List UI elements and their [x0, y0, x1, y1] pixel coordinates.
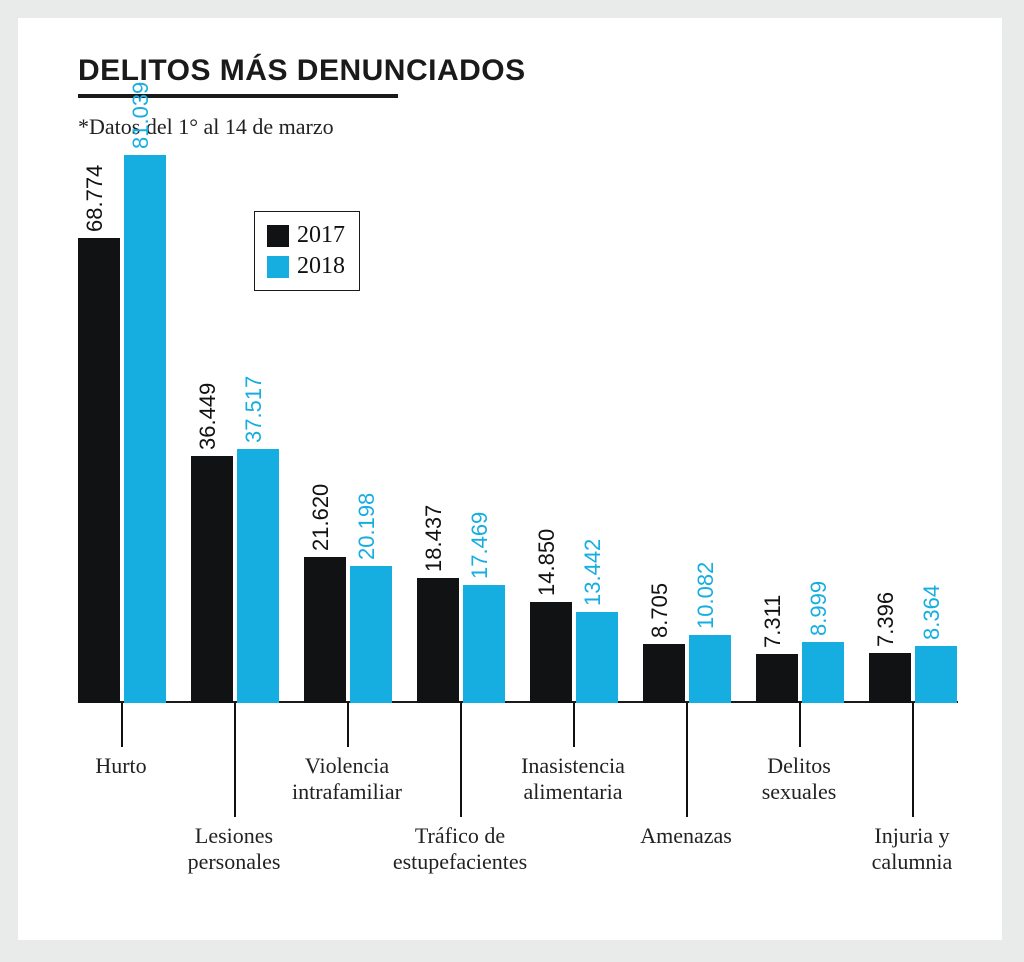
value-label-2018: 37.517: [241, 376, 267, 443]
leader-line: [686, 703, 688, 817]
leader-line: [460, 703, 462, 817]
value-label-2017: 7.311: [760, 595, 786, 648]
value-label-2018: 17.469: [467, 512, 493, 579]
bar-2017: [191, 456, 233, 703]
leader-line: [799, 703, 801, 747]
bar-2018: [915, 646, 957, 703]
bar-2017: [643, 644, 685, 703]
bar-2017: [530, 602, 572, 703]
title-underline: [78, 94, 398, 98]
bar-2018: [689, 635, 731, 703]
bar-2017: [417, 578, 459, 703]
value-label-2018: 10.082: [693, 562, 719, 629]
bar-2018: [350, 566, 392, 703]
plot-area: 68.77481.039Hurto36.44937.517Lesiones pe…: [78, 148, 958, 703]
bar-2018: [576, 612, 618, 703]
category-label: Injuria y calumnia: [827, 823, 997, 875]
value-label-2017: 14.850: [534, 529, 560, 596]
value-label-2018: 20.198: [354, 493, 380, 560]
value-label-2017: 68.774: [82, 165, 108, 232]
value-label-2018: 13.442: [580, 539, 606, 606]
leader-line: [234, 703, 236, 817]
leader-line: [121, 703, 123, 747]
value-label-2017: 7.396: [873, 592, 899, 647]
value-label-2018: 8.364: [919, 585, 945, 640]
category-label: Delitos sexuales: [714, 753, 884, 805]
category-label: Lesiones personales: [149, 823, 319, 875]
chart-subtitle: *Datos del 1° al 14 de marzo: [78, 114, 334, 140]
leader-line: [912, 703, 914, 817]
leader-line: [347, 703, 349, 747]
category-label: Hurto: [36, 753, 206, 779]
bar-2017: [756, 654, 798, 703]
chart-card: DELITOS MÁS DENUNCIADOS *Datos del 1° al…: [18, 18, 1002, 940]
value-label-2017: 36.449: [195, 383, 221, 450]
category-label: Tráfico de estupefacientes: [375, 823, 545, 875]
value-label-2017: 18.437: [421, 505, 447, 572]
value-label-2018: 8.999: [806, 581, 832, 636]
value-label-2017: 8.705: [647, 583, 673, 638]
category-label: Amenazas: [601, 823, 771, 849]
bar-2018: [124, 155, 166, 703]
category-label: Inasistencia alimentaria: [488, 753, 658, 805]
bar-2018: [463, 585, 505, 703]
bar-2018: [802, 642, 844, 703]
bar-2017: [869, 653, 911, 703]
leader-line: [573, 703, 575, 747]
bar-2017: [304, 557, 346, 703]
value-label-2017: 21.620: [308, 484, 334, 551]
category-label: Violencia intrafamiliar: [262, 753, 432, 805]
bar-2018: [237, 449, 279, 703]
value-label-2018: 81.039: [128, 82, 154, 149]
bar-2017: [78, 238, 120, 703]
